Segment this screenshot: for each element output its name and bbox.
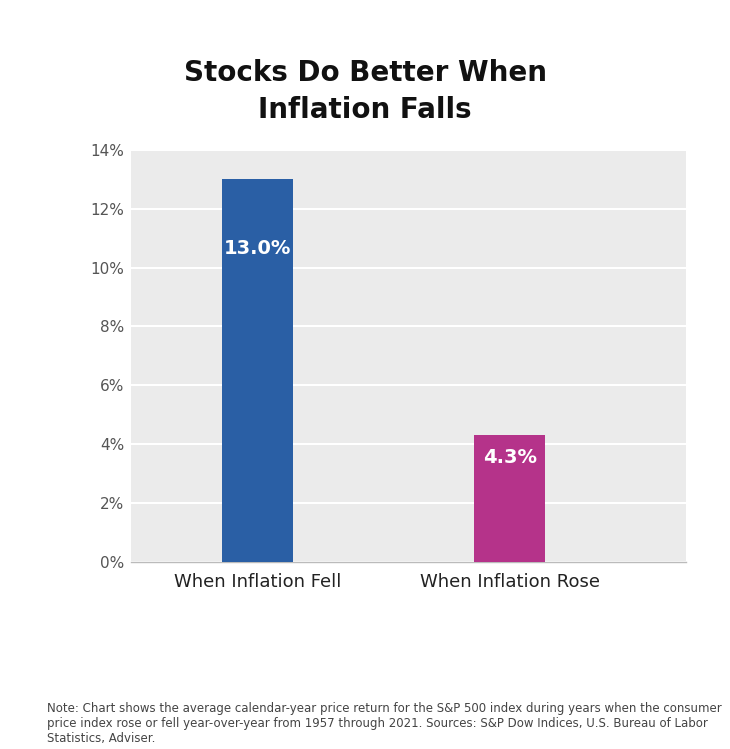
Bar [474, 435, 545, 562]
Text: 13.0%: 13.0% [224, 239, 291, 258]
Text: Stocks Do Better When
Inflation Falls: Stocks Do Better When Inflation Falls [183, 58, 547, 124]
Bar [222, 179, 293, 562]
Text: Avg. Annual S&P 500 Price Return: Avg. Annual S&P 500 Price Return [61, 222, 74, 490]
Text: Note: Chart shows the average calendar-year price return for the S&P 500 index d: Note: Chart shows the average calendar-y… [47, 703, 722, 745]
Text: 4.3%: 4.3% [483, 449, 537, 467]
